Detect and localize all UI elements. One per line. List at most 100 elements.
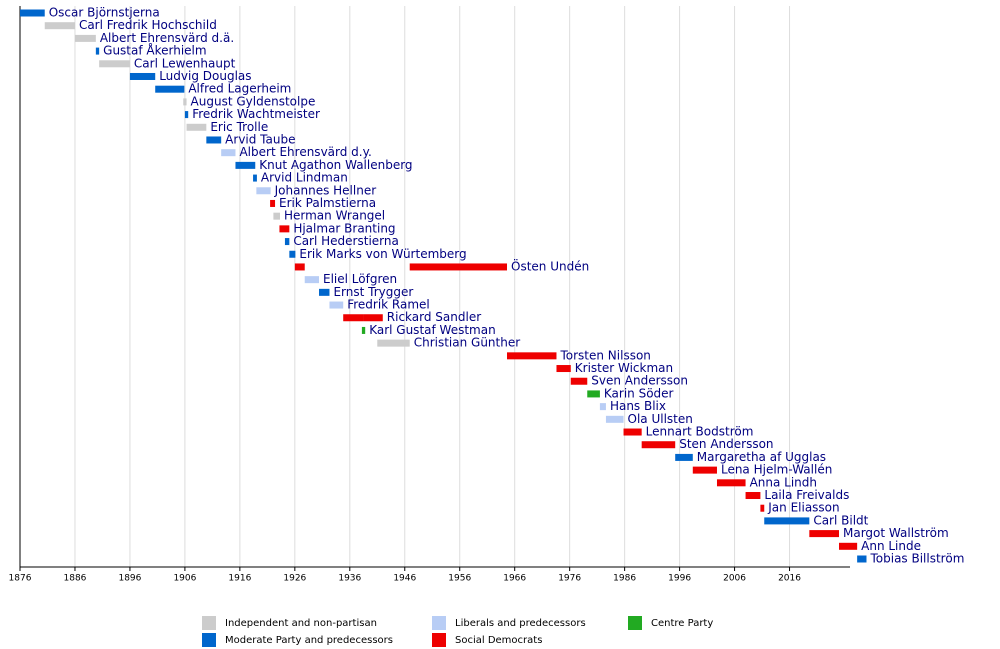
minister-name: Christian Günther — [414, 336, 521, 350]
minister-name: Margot Wallström — [843, 526, 949, 540]
term-bar — [183, 98, 187, 106]
minister-name: Margaretha af Ugglas — [697, 450, 826, 464]
x-tick-label: 1986 — [613, 574, 636, 584]
term-bar — [361, 326, 366, 334]
legend-swatch — [432, 616, 446, 630]
minister-name: Eliel Löfgren — [323, 272, 397, 286]
term-bar — [279, 225, 290, 233]
legend-swatch — [202, 633, 216, 647]
legend-swatch — [628, 616, 642, 630]
x-tick-label: 1926 — [283, 574, 306, 584]
minister-name: Lennart Bodström — [646, 425, 754, 439]
term-bar — [74, 34, 96, 42]
legend-label: Moderate Party and predecessors — [225, 635, 393, 646]
minister-name: Eric Trolle — [210, 120, 268, 134]
x-tick-label: 1966 — [503, 574, 526, 584]
term-bar — [273, 212, 280, 220]
legend-swatch — [202, 616, 216, 630]
term-bar — [716, 479, 746, 487]
term-bar — [363, 314, 383, 322]
minister-name: Carl Hederstierna — [293, 234, 399, 248]
term-bar — [745, 492, 761, 500]
term-bar — [186, 123, 207, 131]
term-bar — [343, 314, 364, 322]
term-bar — [857, 555, 867, 563]
term-bar — [605, 415, 624, 423]
term-bar — [235, 161, 256, 169]
term-bar — [409, 263, 508, 271]
minister-name: Carl Fredrik Hochschild — [79, 18, 217, 32]
minister-name: Ludvig Douglas — [159, 69, 251, 83]
minister-name: Ernst Trygger — [333, 285, 413, 299]
minister-name: Albert Ehrensvärd d.ä. — [100, 31, 234, 45]
term-bar — [675, 453, 693, 461]
minister-name: Johannes Hellner — [274, 183, 377, 197]
term-bar — [641, 441, 676, 449]
x-tick-label: 1996 — [668, 574, 691, 584]
minister-name: Erik Palmstierna — [279, 196, 376, 210]
term-bar — [289, 250, 296, 258]
term-bar — [839, 542, 858, 550]
minister-name: Ola Ullsten — [628, 412, 693, 426]
minister-name: Hjalmar Branting — [293, 221, 395, 235]
x-tick-label: 1876 — [9, 574, 32, 584]
term-bar — [556, 365, 571, 373]
term-bar — [599, 403, 606, 411]
term-bar — [284, 238, 290, 246]
minister-name: Rickard Sandler — [387, 310, 481, 324]
minister-name: Ann Linde — [861, 539, 921, 553]
term-bar — [155, 85, 185, 93]
minister-name: Lena Hjelm-Wallén — [721, 463, 832, 477]
minister-name: Laila Freivalds — [764, 488, 849, 502]
term-bar — [319, 288, 330, 296]
term-bar — [44, 22, 75, 30]
x-tick-label: 1936 — [338, 574, 361, 584]
term-bar — [764, 517, 810, 525]
term-bar — [206, 136, 222, 144]
term-bar — [329, 301, 344, 309]
term-bar — [129, 72, 156, 80]
minister-name: Östen Undén — [511, 257, 589, 273]
x-tick-label: 1916 — [228, 574, 251, 584]
term-bar — [99, 60, 130, 68]
legend-label: Independent and non-partisan — [225, 618, 377, 629]
minister-name: Oscar Björnstjerna — [49, 6, 160, 20]
minister-name: August Gyldenstolpe — [191, 94, 316, 108]
minister-name: Sven Andersson — [591, 374, 688, 388]
minister-name: Anna Lindh — [750, 475, 817, 489]
term-bar — [570, 377, 588, 385]
term-bar — [809, 530, 840, 538]
x-tick-label: 1956 — [448, 574, 471, 584]
minister-name: Albert Ehrensvärd d.y. — [239, 145, 371, 159]
term-bar — [294, 263, 305, 271]
minister-name: Carl Bildt — [813, 513, 868, 527]
x-tick-label: 1946 — [393, 574, 416, 584]
x-tick-label: 1906 — [173, 574, 196, 584]
term-bar — [270, 199, 276, 207]
term-bar — [253, 174, 257, 182]
legend-label: Liberals and predecessors — [455, 618, 586, 629]
minister-name: Tobias Billström — [869, 552, 964, 566]
minister-name: Herman Wrangel — [284, 209, 385, 223]
legend-label: Centre Party — [651, 618, 713, 629]
x-tick-label: 1976 — [558, 574, 581, 584]
minister-name: Karin Söder — [604, 386, 674, 400]
term-bar — [304, 276, 320, 284]
minister-name: Hans Blix — [610, 399, 666, 413]
minister-name: Karl Gustaf Westman — [369, 323, 496, 337]
term-bar — [221, 149, 236, 157]
legend-swatch — [432, 633, 446, 647]
minister-name: Gustaf Åkerhielm — [103, 43, 206, 58]
minister-name: Krister Wickman — [575, 361, 673, 375]
term-bar — [692, 466, 717, 474]
term-bar — [95, 47, 100, 55]
minister-name: Fredrik Ramel — [347, 298, 430, 312]
x-tick-label: 2006 — [723, 574, 746, 584]
x-tick-label: 1886 — [64, 574, 87, 584]
x-tick-label: 1896 — [118, 574, 141, 584]
minister-name: Arvid Lindman — [261, 171, 348, 185]
minister-name: Sten Andersson — [679, 437, 773, 451]
minister-name: Carl Lewenhaupt — [134, 56, 236, 70]
